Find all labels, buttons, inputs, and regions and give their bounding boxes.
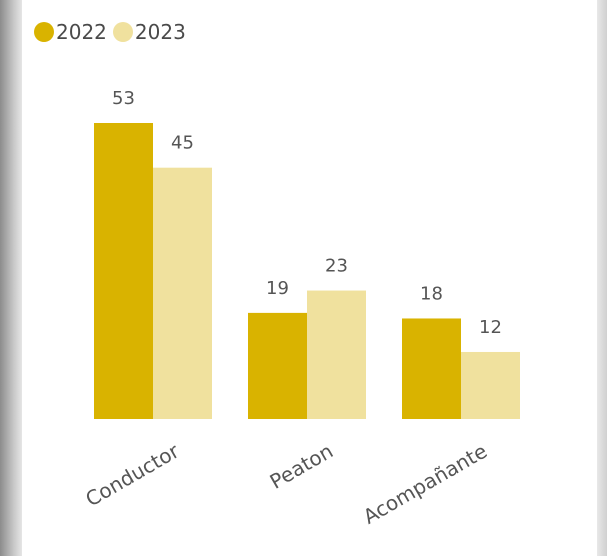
data-label-peaton-2023: 23 xyxy=(325,256,348,277)
legend-swatch-2022 xyxy=(34,22,54,42)
bar-peaton-2022[interactable] xyxy=(248,312,307,419)
legend-swatch-2023 xyxy=(112,22,133,42)
legend-item-2022[interactable]: 2022 xyxy=(34,20,107,44)
bar-conductor-2022[interactable] xyxy=(94,123,153,419)
x-tick-label-peaton: Peaton xyxy=(266,439,337,494)
data-label-peaton-2022: 19 xyxy=(266,278,289,299)
bar-peaton-2023[interactable] xyxy=(307,290,366,419)
legend-item-2023[interactable]: 2023 xyxy=(112,20,186,44)
legend-label-2023: 2023 xyxy=(134,20,186,44)
bar-acompañante-2022[interactable] xyxy=(402,318,461,419)
x-tick-label-acompañante: Acompañante xyxy=(359,439,491,529)
data-label-acompañante-2022: 18 xyxy=(420,283,443,304)
data-label-conductor-2023: 45 xyxy=(171,133,194,154)
legend-label-2022: 2022 xyxy=(56,20,107,44)
data-label-conductor-2022: 53 xyxy=(112,88,135,109)
bar-acompañante-2023[interactable] xyxy=(461,351,520,419)
chart-legend: 2022 2023 xyxy=(34,20,188,44)
x-tick-label-conductor: Conductor xyxy=(81,438,183,511)
bar-conductor-2023[interactable] xyxy=(153,167,212,419)
data-label-acompañante-2023: 12 xyxy=(479,317,502,338)
